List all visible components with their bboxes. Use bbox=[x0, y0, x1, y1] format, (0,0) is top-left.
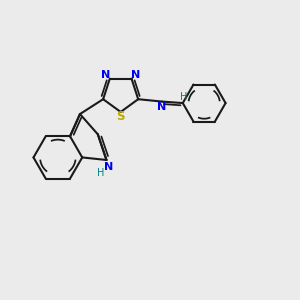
Text: H: H bbox=[98, 168, 105, 178]
Text: S: S bbox=[116, 110, 125, 124]
Text: N: N bbox=[157, 102, 167, 112]
Text: N: N bbox=[131, 70, 140, 80]
Text: N: N bbox=[104, 161, 113, 172]
Text: H: H bbox=[180, 92, 187, 102]
Text: N: N bbox=[101, 70, 111, 80]
